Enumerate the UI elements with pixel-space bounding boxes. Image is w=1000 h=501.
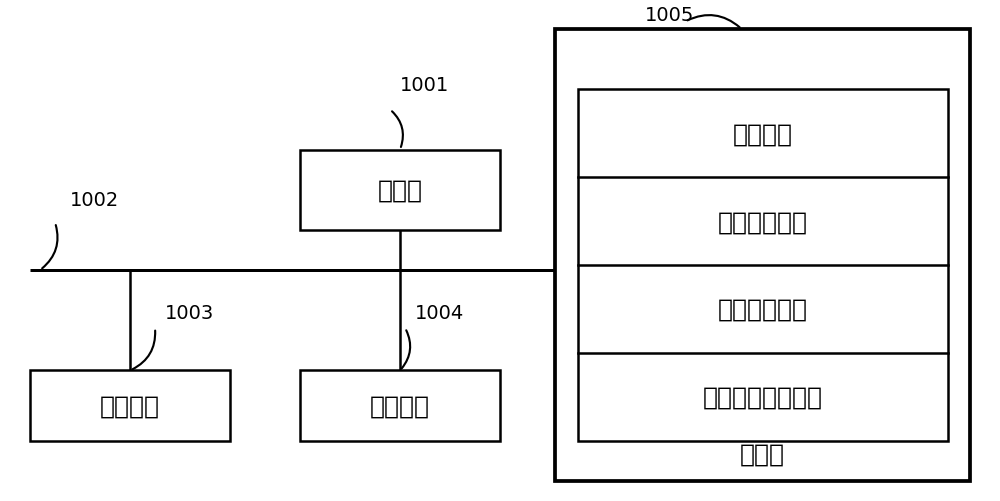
- Text: 1004: 1004: [415, 304, 464, 323]
- Bar: [555, 30, 970, 481]
- Text: 处理器: 处理器: [378, 178, 422, 202]
- Text: 网络通信模块: 网络通信模块: [718, 210, 808, 233]
- Text: 存储器: 存储器: [740, 441, 785, 465]
- Text: 操作系统: 操作系统: [733, 122, 793, 146]
- Bar: [300, 371, 500, 441]
- Text: 1005: 1005: [645, 6, 694, 25]
- Text: 灯饰智能控制程序: 灯饰智能控制程序: [703, 385, 823, 409]
- Text: 用户接口模块: 用户接口模块: [718, 298, 808, 321]
- Text: 用户接口: 用户接口: [100, 394, 160, 418]
- Bar: [30, 371, 230, 441]
- Bar: [300, 150, 500, 230]
- Text: 1002: 1002: [70, 191, 119, 210]
- Text: 1003: 1003: [165, 304, 214, 323]
- Bar: [578, 90, 948, 441]
- Text: 1001: 1001: [400, 76, 449, 95]
- Text: 网络接口: 网络接口: [370, 394, 430, 418]
